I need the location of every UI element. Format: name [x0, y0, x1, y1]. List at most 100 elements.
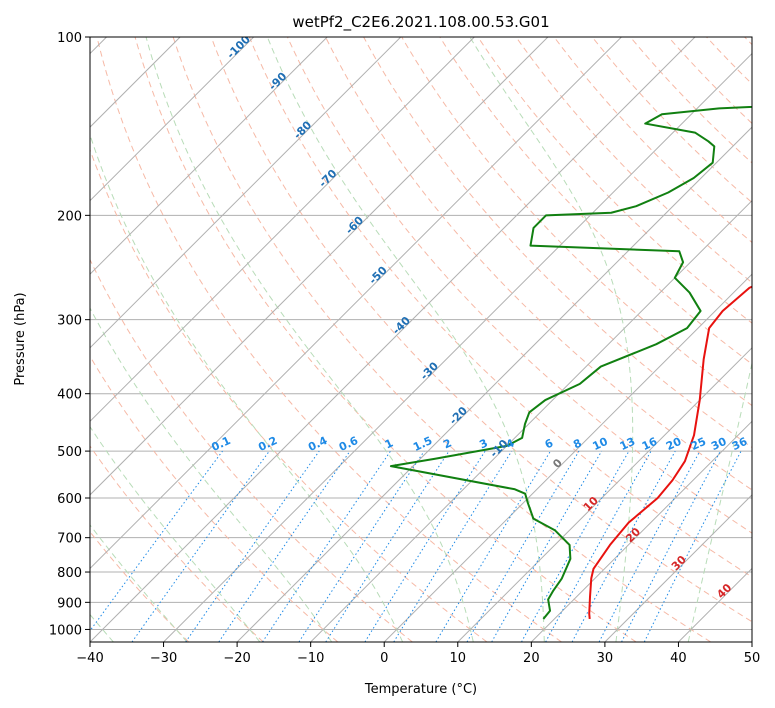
dry-adiabat-line	[629, 37, 752, 164]
isotherm-label: -30	[418, 359, 441, 382]
mixing-ratio-line	[131, 450, 270, 642]
mixing-ratio-line	[218, 450, 351, 642]
mixing-ratio-label: 13	[618, 435, 637, 453]
isotherm-line	[90, 37, 622, 570]
mixing-ratio-label: 16	[640, 435, 660, 453]
isotherm-line	[751, 641, 752, 642]
mixing-ratio-line	[521, 450, 630, 642]
x-tick-label: −20	[223, 651, 250, 666]
isotherm-line	[90, 37, 475, 423]
mixing-ratio-label: 36	[730, 435, 750, 453]
x-tick-label: −10	[297, 651, 324, 666]
y-tick-label: 900	[57, 596, 82, 611]
isotherm-line	[310, 199, 752, 642]
dry-adiabat-line	[248, 37, 752, 578]
isotherm-label: -80	[291, 118, 314, 141]
plot-area: -100-90-80-70-60-50-40-30-20-100.1 0.2 0.4…	[90, 37, 752, 642]
dry-adiabat-line	[286, 37, 752, 534]
isotherm-line	[678, 567, 752, 642]
isotherm-label: -60	[343, 214, 366, 237]
dry-adiabat-line	[515, 37, 752, 284]
dry-adiabat-line	[706, 37, 752, 85]
mixing-ratio-line	[545, 450, 652, 642]
x-tick-label: 20	[523, 651, 540, 666]
dry-adiabat-line	[744, 37, 752, 46]
mixing-ratio-line	[643, 450, 742, 642]
mixing-ratio-line	[571, 450, 676, 642]
x-axis-label: Temperature (°C)	[364, 682, 477, 697]
y-axis-ticks: 100 200 300 400 500 600 700 800 900 1000	[49, 31, 90, 638]
moist-adiabat-line	[90, 133, 404, 642]
dry-adiabat-line	[172, 37, 712, 642]
dewpoint-line	[389, 105, 752, 620]
dry-adiabat-line	[591, 37, 752, 204]
moist-adiabat-line	[90, 307, 333, 642]
isotherm-line	[530, 420, 752, 642]
y-tick-label: 500	[57, 445, 82, 460]
mixing-ratio-label: 20	[664, 435, 684, 453]
isotherm-line	[383, 273, 752, 642]
dry-adiabat-line	[668, 37, 752, 125]
moist-adiabat-line	[90, 524, 188, 642]
y-tick-label: 400	[57, 388, 82, 403]
mixing-ratio-line	[393, 450, 513, 642]
moist-adiabat-line	[687, 360, 752, 642]
plot-frame	[89, 36, 753, 643]
temperature-line	[588, 285, 752, 620]
moist-adiabat-line	[145, 37, 474, 642]
warm-isotherm-label: 40	[714, 581, 734, 601]
isotherm-label: -90	[266, 70, 289, 93]
mixing-ratio-label: 2	[441, 436, 453, 451]
mixing-ratio-label: 25	[689, 435, 708, 453]
isotherm-line	[163, 52, 752, 642]
warm-isotherm-label: 10	[581, 494, 601, 514]
mixing-ratio-line	[491, 450, 603, 642]
dry-adiabats	[90, 37, 752, 642]
warm-isotherm-label: 20	[623, 525, 643, 545]
dry-adiabat-line	[90, 355, 339, 642]
dry-adiabat-line	[477, 37, 752, 324]
dry-adiabat-line	[90, 148, 488, 642]
isotherm-label: -70	[316, 167, 339, 190]
moist-adiabat-line	[266, 37, 545, 642]
mixing-ratio-label: 10	[590, 435, 610, 453]
dry-adiabat-line	[401, 37, 752, 407]
y-tick-label: 200	[57, 209, 82, 224]
y-tick-label: 800	[57, 566, 82, 581]
mixing-ratio-line	[325, 450, 450, 642]
mixing-ratio-label: 6	[543, 436, 556, 451]
line-labels: -100-90-80-70-60-50-40-30-20-100.1 0.2 0.4…	[209, 37, 750, 601]
moist-adiabat-line	[90, 425, 261, 642]
y-tick-label: 600	[57, 492, 82, 507]
pressure-gridlines	[90, 37, 752, 630]
moist-adiabat-line	[469, 37, 634, 642]
isotherm-label: -50	[366, 264, 389, 287]
x-tick-label: 10	[450, 651, 467, 666]
x-tick-label: 40	[670, 651, 687, 666]
x-tick-label: −40	[76, 651, 103, 666]
isotherm-line	[90, 37, 328, 275]
isotherm-line	[457, 347, 752, 642]
x-tick-label: 0	[380, 651, 388, 666]
isotherm-label: -20	[447, 404, 470, 427]
moist-adiabats	[90, 37, 752, 642]
dry-adiabat-line	[90, 258, 413, 642]
isotherms	[90, 37, 752, 642]
mixing-ratio-label: 30	[709, 435, 729, 453]
isotherm-line	[90, 37, 696, 642]
mixing-ratio-line	[598, 450, 701, 642]
x-axis-ticks: −40 −30 −20 −10 0 10 20 30 40 50	[76, 642, 760, 666]
mixing-ratio-line	[185, 450, 320, 642]
y-tick-label: 1000	[49, 623, 82, 638]
mixing-ratio-line	[435, 450, 551, 642]
isotherm-line	[90, 37, 402, 349]
isotherm-label: -40	[390, 314, 413, 337]
dry-adiabat-line	[439, 37, 752, 365]
y-tick-label: 300	[57, 314, 82, 329]
y-tick-label: 100	[57, 31, 82, 46]
dry-adiabat-line	[210, 37, 752, 623]
dry-adiabat-line	[90, 445, 264, 642]
dry-adiabat-line	[134, 37, 637, 642]
dry-adiabat-line	[325, 37, 752, 491]
